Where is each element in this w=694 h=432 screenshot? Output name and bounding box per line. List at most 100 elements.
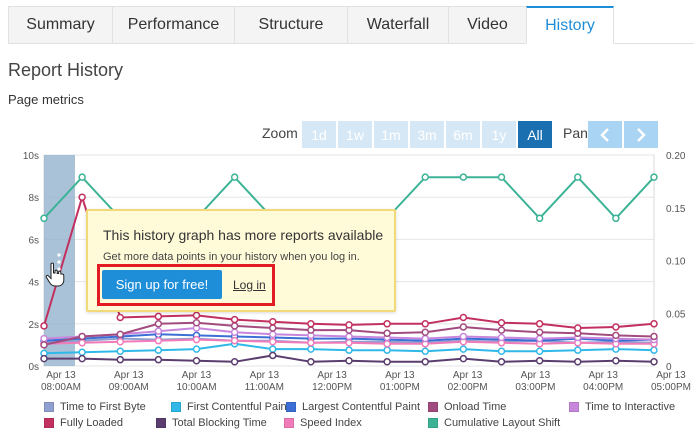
data-point[interactable] [383,358,391,366]
data-point[interactable] [307,345,315,353]
data-point[interactable] [612,356,620,365]
data-point[interactable] [574,173,582,181]
data-point[interactable] [307,326,315,334]
data-point[interactable] [78,339,86,347]
data-point[interactable] [421,173,429,181]
data-point[interactable] [459,354,468,363]
tab-video[interactable]: Video [448,6,526,44]
data-point[interactable] [421,328,429,336]
data-point[interactable] [78,354,86,363]
data-point[interactable] [574,324,582,332]
data-point[interactable] [192,311,201,320]
data-point[interactable] [383,340,391,348]
zoom-1y-button[interactable]: 1y [482,121,516,148]
data-point[interactable] [650,346,658,354]
legend-item[interactable]: Cumulative Layout Shift [428,417,560,429]
data-point[interactable] [650,332,658,341]
data-point[interactable] [612,214,620,223]
data-point[interactable] [116,313,124,322]
legend-item[interactable]: Time to Interactive [569,401,675,413]
data-point[interactable] [459,173,468,181]
data-point[interactable] [154,336,163,345]
tab-waterfall[interactable]: Waterfall [347,6,448,44]
data-point[interactable] [269,345,277,353]
data-point[interactable] [535,334,544,343]
zoom-1d-button[interactable]: 1d [302,121,336,148]
data-point[interactable] [78,348,86,357]
data-point[interactable] [345,339,353,347]
data-point[interactable] [116,347,124,355]
tab-performance[interactable]: Performance [112,6,234,44]
data-point[interactable] [383,320,391,328]
data-point[interactable] [40,322,48,330]
data-point[interactable] [230,336,239,345]
data-point[interactable] [650,320,658,328]
zoom-3m-button[interactable]: 3m [410,121,444,148]
data-point[interactable] [612,331,620,340]
data-point[interactable] [230,173,239,181]
legend-item[interactable]: Speed Index [284,417,362,429]
data-point[interactable] [40,354,48,363]
data-point[interactable] [497,333,506,342]
data-point[interactable] [345,346,353,354]
data-point[interactable] [230,315,239,324]
legend-item[interactable]: Largest Contentful Paint [286,401,420,413]
data-point[interactable] [497,173,506,181]
data-point[interactable] [192,356,201,365]
data-point[interactable] [459,313,468,322]
login-link[interactable]: Log in [233,278,266,292]
data-point[interactable] [78,193,86,201]
data-point[interactable] [421,320,429,328]
data-point[interactable] [574,346,582,354]
data-point[interactable] [497,358,506,366]
zoom-all-button[interactable]: All [518,121,552,148]
data-point[interactable] [612,323,620,331]
legend-item[interactable]: Onload Time [428,401,506,413]
data-point[interactable] [535,347,544,355]
data-point[interactable] [116,337,124,346]
data-point[interactable] [230,358,239,366]
data-point[interactable] [230,322,239,330]
legend-item[interactable]: Time to First Byte [44,401,146,413]
data-point[interactable] [40,341,48,349]
tab-summary[interactable]: Summary [8,6,112,44]
data-point[interactable] [307,358,315,366]
data-point[interactable] [116,330,124,339]
data-point[interactable] [345,332,353,341]
data-point[interactable] [154,312,163,321]
data-point[interactable] [459,345,468,353]
data-point[interactable] [307,339,315,347]
data-point[interactable] [78,173,86,181]
data-point[interactable] [383,329,391,338]
zoom-6m-button[interactable]: 6m [446,121,480,148]
data-point[interactable] [650,358,658,366]
data-point[interactable] [497,326,506,334]
data-point[interactable] [421,334,429,343]
data-point[interactable] [269,330,277,339]
data-point[interactable] [421,347,429,355]
data-point[interactable] [497,347,506,355]
data-point[interactable] [192,345,201,353]
data-point[interactable] [154,355,163,364]
signup-button[interactable]: Sign up for free! [102,270,222,299]
pan-right-button[interactable] [624,121,658,148]
data-point[interactable] [269,317,277,326]
data-point[interactable] [650,173,658,181]
legend-item[interactable]: Fully Loaded [44,417,123,429]
data-point[interactable] [535,214,544,223]
data-point[interactable] [154,346,163,354]
data-point[interactable] [230,328,239,336]
zoom-1w-button[interactable]: 1w [338,121,372,148]
data-point[interactable] [345,321,353,329]
data-point[interactable] [459,332,468,341]
pan-left-button[interactable] [588,121,622,148]
data-point[interactable] [116,355,124,364]
data-point[interactable] [497,318,506,327]
data-point[interactable] [192,335,201,344]
drag-handle-icon[interactable] [57,253,61,271]
data-point[interactable] [269,337,277,346]
data-point[interactable] [307,320,315,328]
data-point[interactable] [40,334,48,343]
data-point[interactable] [535,328,544,336]
data-point[interactable] [269,351,277,360]
